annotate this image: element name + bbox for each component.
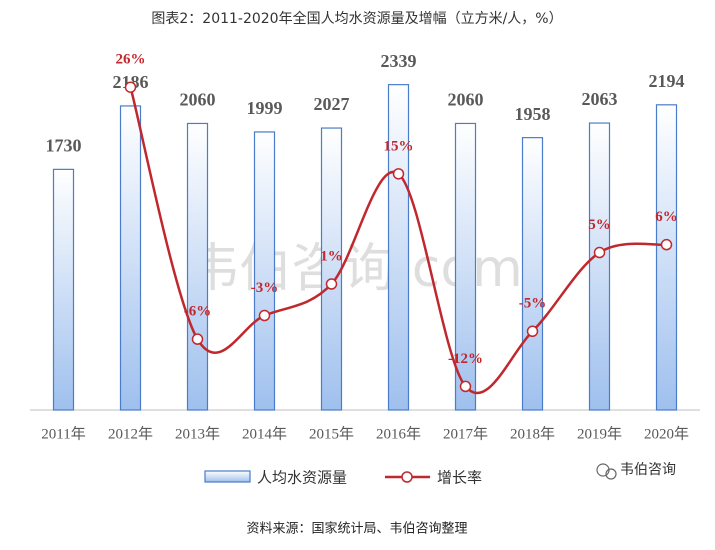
bar-value-label: 2060 — [180, 90, 216, 110]
line-point — [191, 333, 204, 345]
line-point — [124, 81, 137, 93]
chart-title: 图表2：2011-2020年全国人均水资源量及增幅（立方米/人，%） — [151, 10, 562, 27]
bar — [186, 122, 209, 411]
legend-label: 人均水资源量 — [257, 469, 347, 487]
line-value-label: 6% — [655, 209, 678, 225]
bar-value-label: 1999 — [247, 98, 283, 118]
x-tick-label: 2018年 — [510, 425, 555, 442]
line-value-label: -6% — [184, 304, 212, 320]
x-tick-label: 2013年 — [175, 425, 220, 442]
bar — [320, 127, 343, 411]
line-value-label: 26% — [116, 52, 146, 68]
bar-value-label: 1730 — [46, 135, 82, 155]
bar — [253, 131, 276, 411]
legend-swatch-marker — [401, 471, 413, 483]
bar-value-label: 2063 — [582, 89, 618, 109]
line-point — [258, 309, 271, 322]
x-tick-label: 2014年 — [242, 425, 287, 442]
bar — [521, 137, 544, 411]
bar — [655, 104, 678, 411]
line-point — [459, 380, 472, 393]
bar-value-label: 1958 — [515, 104, 551, 124]
line-value-label: -12% — [448, 351, 483, 367]
line-point — [325, 278, 338, 290]
brand-logo — [596, 463, 617, 480]
x-tick-label: 2019年 — [577, 425, 622, 442]
line-value-label: -5% — [519, 296, 547, 312]
line-value-label: 15% — [384, 138, 414, 154]
legend-swatch — [204, 470, 251, 483]
line-point — [526, 325, 539, 338]
bar — [454, 122, 477, 411]
x-tick-label: 2015年 — [309, 425, 354, 442]
legend-label: 增长率 — [437, 469, 482, 487]
line-value-label: 1% — [320, 248, 343, 264]
bar — [387, 84, 410, 411]
bar — [119, 105, 142, 411]
line-value-label: 5% — [588, 217, 611, 233]
x-tick-label: 2016年 — [376, 425, 421, 442]
bar-value-label: 2060 — [448, 90, 484, 110]
line-point — [392, 168, 405, 180]
bar — [52, 168, 75, 411]
line-point — [593, 246, 606, 259]
x-tick-label: 2012年 — [108, 425, 153, 442]
line-value-label: -3% — [251, 280, 279, 296]
x-tick-label: 2020年 — [644, 425, 689, 442]
line-point — [660, 238, 673, 251]
x-tick-label: 2017年 — [443, 425, 488, 442]
bar — [588, 122, 611, 411]
bar-value-label: 2027 — [314, 94, 350, 114]
bar-value-label: 2194 — [649, 71, 685, 91]
x-tick-label: 2011年 — [41, 425, 85, 442]
brand: 韦伯咨询 — [620, 462, 676, 478]
bar-value-label: 2339 — [381, 51, 417, 71]
source-note: 资料来源：国家统计局、韦伯咨询整理 — [246, 521, 467, 537]
